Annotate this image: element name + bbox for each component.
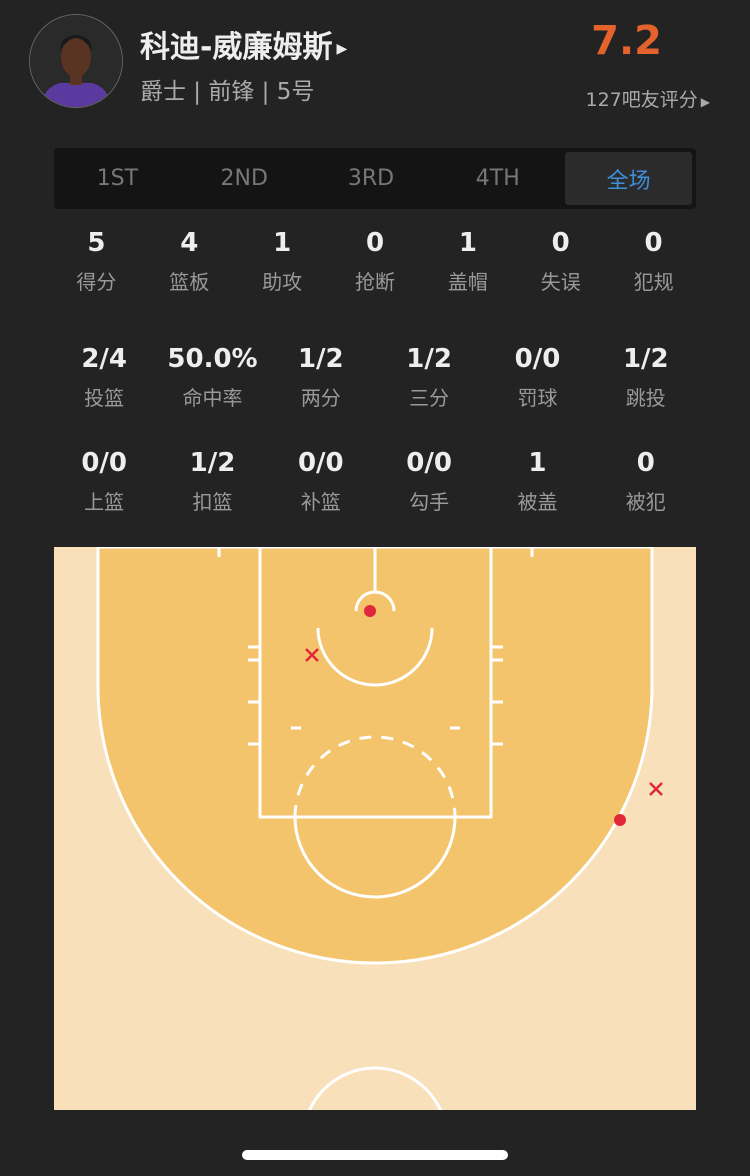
stat-cell: 1 盖帽 [421, 228, 514, 295]
stat-cell: 0/0 补篮 [267, 448, 375, 515]
stat-cell: 0/0 上篮 [50, 448, 158, 515]
center-circle [307, 1066, 443, 1110]
player-name-link[interactable]: 科迪-威廉姆斯 ▶ [140, 22, 347, 66]
stat-cell: 1/2 三分 [375, 344, 483, 411]
tab-full-game[interactable]: 全场 [565, 152, 692, 205]
paint-lane [258, 547, 493, 819]
stat-cell: 1/2 扣篮 [158, 448, 266, 515]
stat-value: 1 [458, 228, 477, 258]
stat-value: 0/0 [406, 448, 452, 478]
stat-value: 1 [273, 228, 292, 258]
stat-value: 0 [551, 228, 570, 258]
period-tabs: 1ST 2ND 3RD 4TH 全场 [54, 148, 696, 209]
player-info: 爵士 | 前锋 | 5号 [140, 79, 315, 105]
stat-value: 1 [528, 448, 547, 478]
stat-label: 命中率 [182, 386, 243, 410]
stat-value: 0/0 [514, 344, 561, 374]
stat-cell: 5 得分 [50, 228, 143, 295]
stat-value: 5 [87, 228, 106, 258]
missed-shot-marker [649, 782, 663, 796]
stat-cell: 0 抢断 [329, 228, 422, 295]
stats-row-basic: 5 得分 4 篮板 1 助攻 0 抢断 1 盖帽 0 失误 0 犯规 [50, 228, 700, 295]
tab-4th[interactable]: 4TH [475, 166, 520, 191]
stat-value: 2/4 [81, 344, 127, 374]
stat-label: 上篮 [84, 490, 125, 514]
tab-1st[interactable]: 1ST [96, 166, 139, 191]
player-name: 科迪-威廉姆斯 [140, 30, 333, 65]
caret-right-icon: ▶ [336, 40, 348, 57]
tab-3rd[interactable]: 3RD [347, 166, 395, 191]
caret-right-icon: ▶ [700, 95, 710, 109]
stat-cell: 2/4 投篮 [50, 344, 158, 411]
stat-label: 被犯 [625, 490, 666, 514]
stat-label: 抢断 [355, 270, 395, 294]
hoop-arc [354, 590, 396, 612]
raters-link[interactable]: 127吧友评分 ▶ [586, 85, 711, 112]
stat-cell: 1/2 两分 [267, 344, 375, 411]
stat-label: 投篮 [84, 386, 125, 410]
stat-cell: 0/0 勾手 [375, 448, 483, 515]
stat-value: 0/0 [297, 448, 344, 478]
stat-cell: 1 被盖 [483, 448, 591, 515]
stat-cell: 4 篮板 [143, 228, 236, 295]
shot-chart-court [54, 547, 696, 1110]
restricted-arc [316, 627, 434, 687]
raters-count: 127吧友评分 [585, 89, 698, 111]
stat-label: 被盖 [517, 490, 558, 514]
stats-row-shooting: 2/4 投篮 50.0% 命中率 1/2 两分 1/2 三分 0/0 罚球 1/2 跳投 [50, 344, 700, 411]
made-shot-marker [364, 605, 376, 617]
player-avatar[interactable] [29, 14, 123, 108]
stat-value: 1/2 [622, 344, 669, 374]
stat-cell: 0 被犯 [592, 448, 700, 515]
stat-label: 罚球 [517, 386, 558, 410]
made-shot-marker [614, 814, 626, 826]
stat-value: 1/2 [189, 448, 236, 478]
stat-value: 1/2 [297, 344, 344, 374]
home-indicator[interactable] [242, 1150, 508, 1160]
stat-cell: 1/2 跳投 [592, 344, 700, 411]
stat-cell: 0/0 罚球 [483, 344, 591, 411]
stat-value: 0 [365, 228, 385, 258]
tab-2nd[interactable]: 2ND [220, 166, 268, 191]
stat-cell: 1 助攻 [236, 228, 329, 295]
stat-cell: 0 犯规 [607, 228, 700, 295]
stat-label: 补篮 [300, 490, 341, 514]
stat-label: 勾手 [409, 490, 450, 514]
stat-label: 三分 [409, 386, 450, 410]
stat-label: 失误 [540, 270, 581, 294]
stat-label: 篮板 [169, 270, 210, 294]
stat-value: 4 [180, 228, 199, 258]
stat-value: 0/0 [81, 448, 127, 478]
stat-label: 跳投 [625, 386, 666, 410]
lane-ticks [217, 547, 534, 746]
player-rating: 7.2 [591, 18, 662, 64]
stats-row-shot-types: 0/0 上篮 1/2 扣篮 0/0 补篮 0/0 勾手 1 被盖 0 被犯 [50, 448, 700, 515]
three-point-line [96, 547, 654, 965]
stat-label: 两分 [300, 386, 341, 410]
stat-label: 盖帽 [447, 270, 488, 294]
missed-shot-marker [305, 648, 319, 662]
stat-value: 0 [636, 448, 655, 478]
stat-cell: 0 失误 [514, 228, 607, 295]
stat-label: 得分 [76, 270, 117, 294]
stat-label: 助攻 [262, 270, 303, 294]
stat-label: 犯规 [633, 270, 674, 294]
stat-value: 0 [644, 228, 663, 258]
stat-cell: 50.0% 命中率 [158, 344, 266, 411]
stat-value: 50.0% [167, 344, 258, 374]
stat-value: 1/2 [406, 344, 452, 374]
stat-label: 扣篮 [192, 490, 233, 514]
free-throw-circle-bottom [293, 816, 457, 899]
